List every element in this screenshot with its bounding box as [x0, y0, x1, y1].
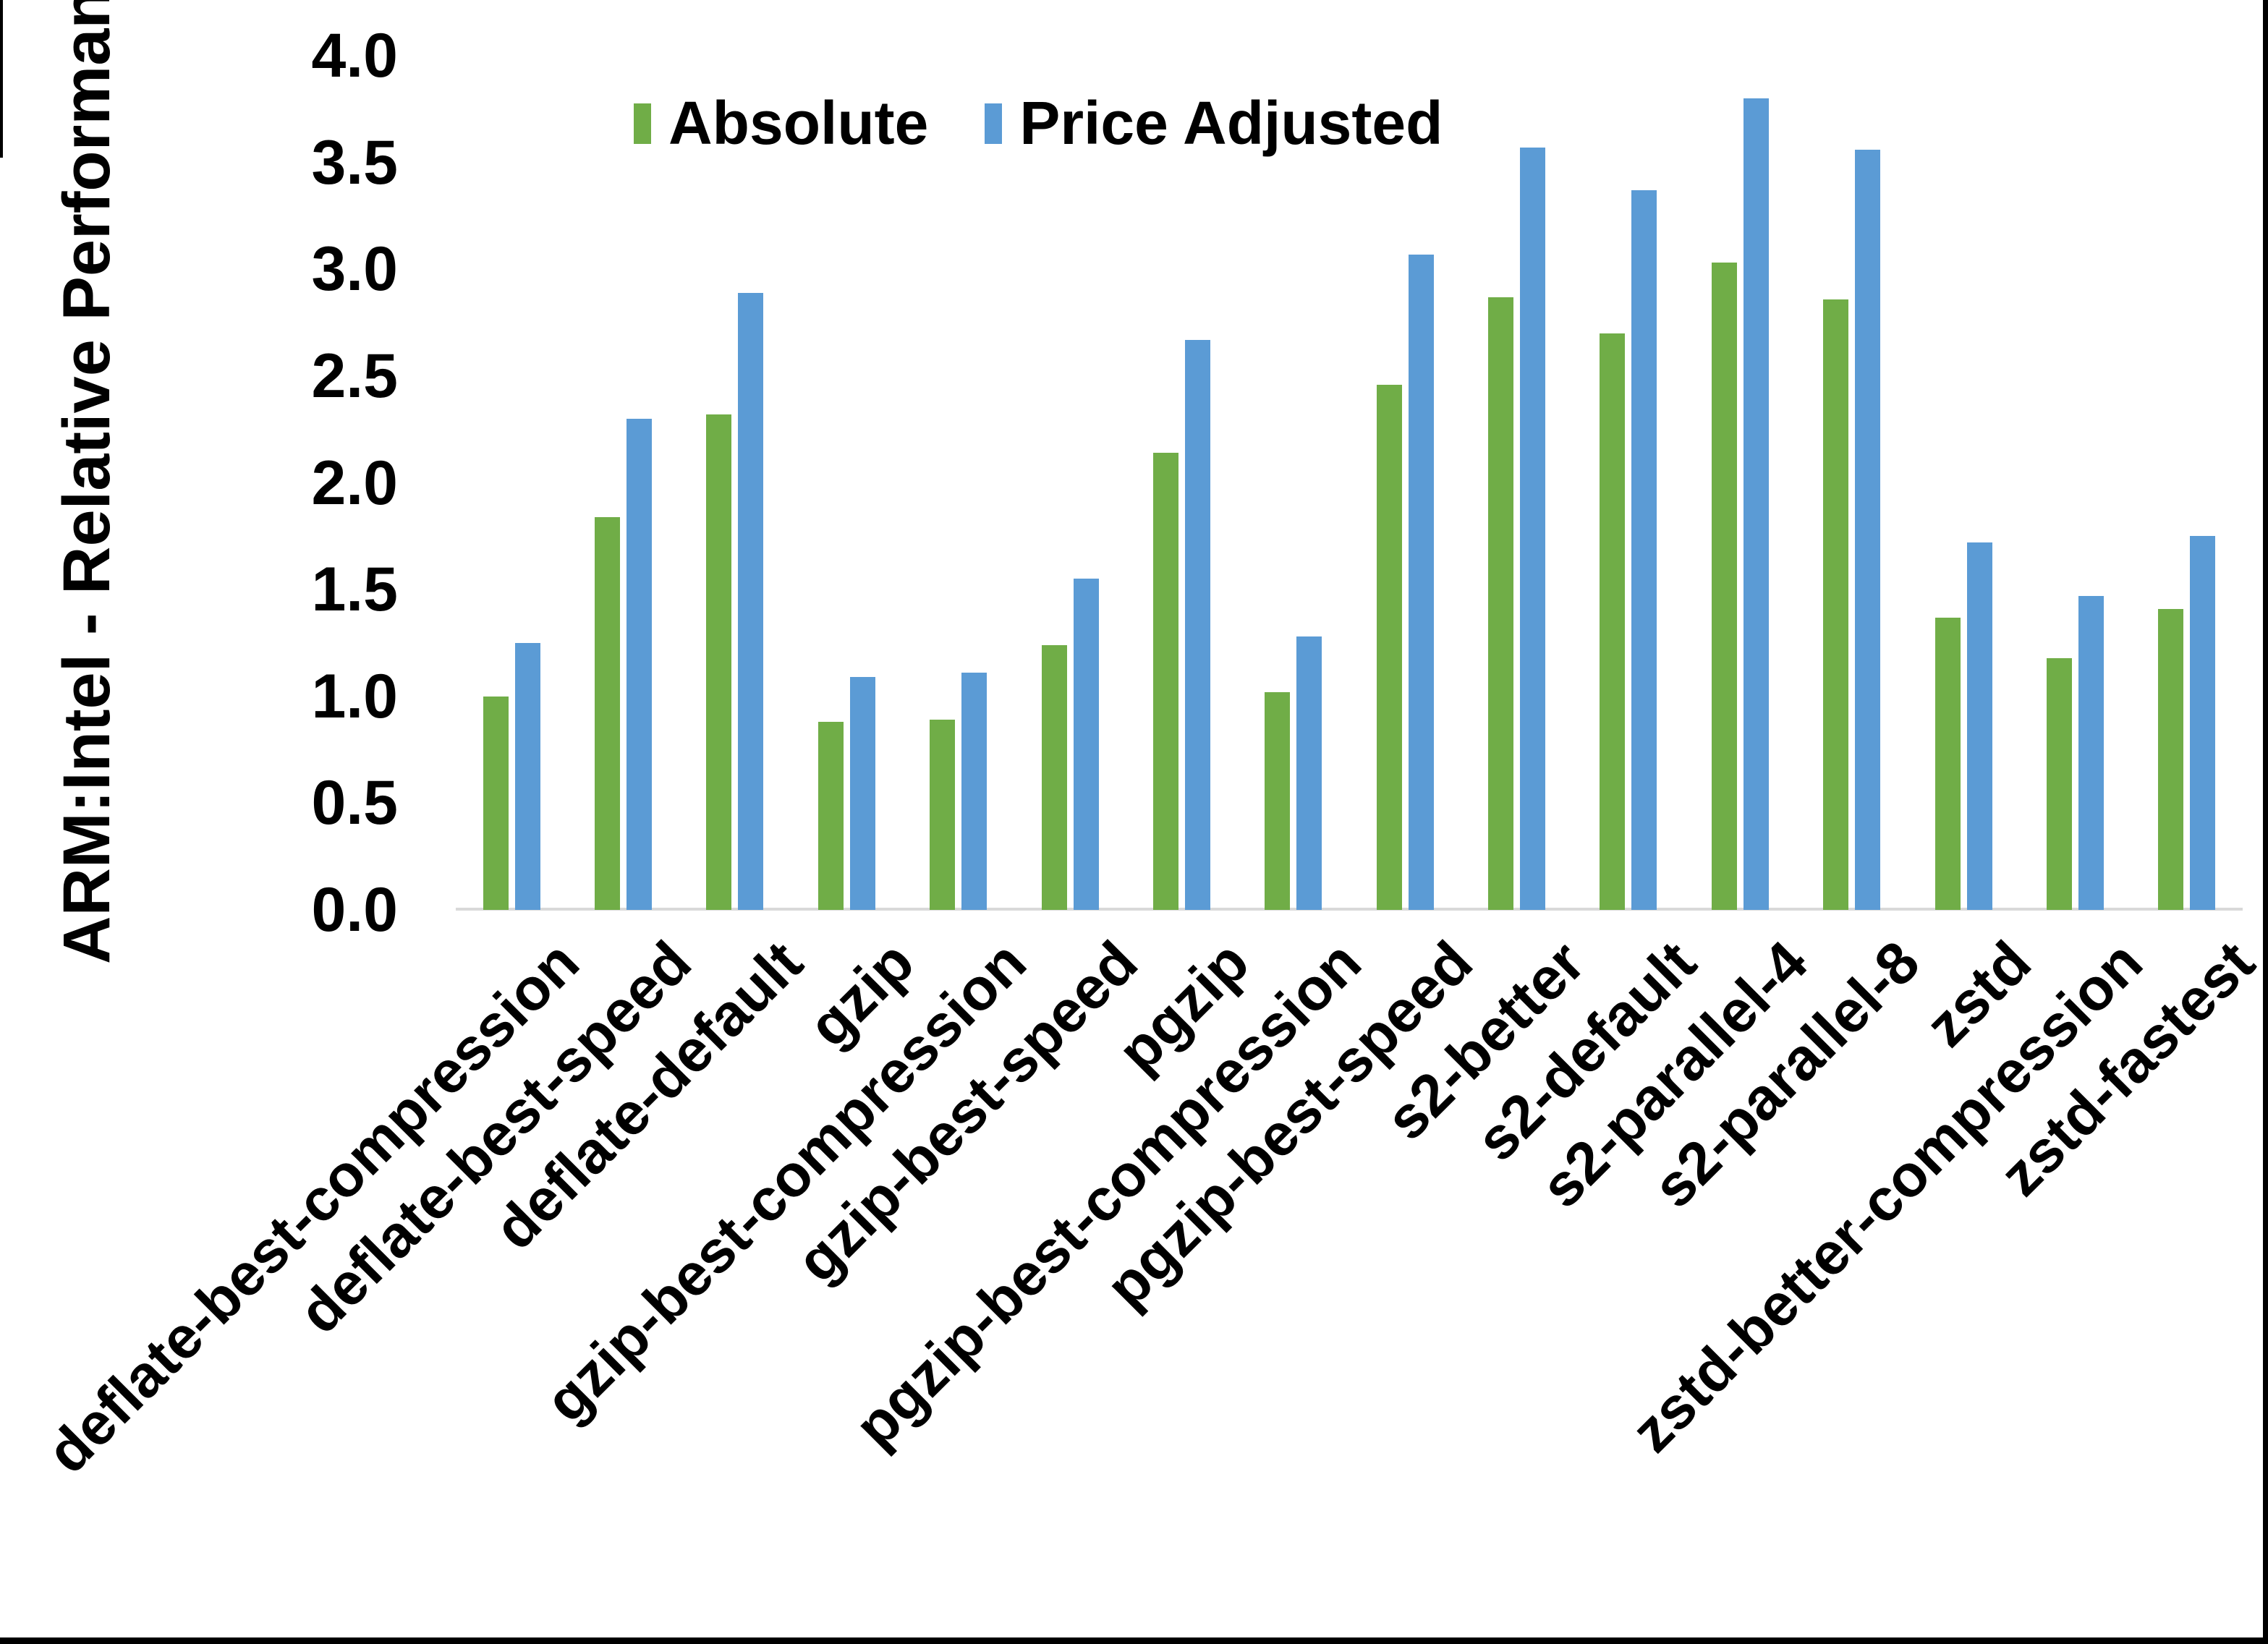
screenshot-left-border	[0, 0, 3, 158]
bar-absolute-deflate-best-compression	[483, 696, 509, 910]
bar-price-adjusted-gzip-best-speed	[1073, 579, 1099, 910]
bar-price-adjusted-pgzip	[1184, 339, 1210, 910]
y-tick-label: 3.5	[311, 127, 398, 197]
y-tick-label: 3.0	[311, 234, 398, 304]
bar-absolute-pgzip	[1152, 453, 1178, 910]
bar-price-adjusted-pgzip-best-compression	[1296, 636, 1322, 910]
x-axis-line	[456, 908, 2243, 911]
y-tick-label: 1.0	[311, 661, 398, 731]
bar-absolute-zstd-fastest	[2158, 608, 2184, 910]
bar-price-adjusted-s2-default	[1631, 190, 1657, 910]
bar-price-adjusted-deflate-best-speed	[627, 418, 653, 910]
bar-absolute-deflate-default	[706, 414, 732, 910]
bar-price-adjusted-s2-parallel-4	[1743, 98, 1769, 910]
bar-price-adjusted-deflate-default	[738, 292, 764, 910]
bar-price-adjusted-s2-better	[1520, 147, 1546, 910]
bar-absolute-gzip	[817, 722, 844, 910]
bar-price-adjusted-gzip-best-compression	[961, 673, 988, 910]
y-tick-label: 2.0	[311, 448, 398, 518]
legend-swatch-price-adjusted-icon	[985, 103, 1003, 144]
bar-price-adjusted-s2-parallel-8	[1855, 149, 1881, 910]
y-tick-label: 4.0	[311, 21, 398, 90]
bar-price-adjusted-zstd-better-compression	[2078, 595, 2104, 910]
screenshot-bottom-border	[0, 1637, 2268, 1644]
legend-label-absolute: Absolute	[668, 89, 929, 157]
bar-price-adjusted-gzip	[849, 677, 875, 910]
bar-absolute-zstd-better-compression	[2046, 657, 2072, 910]
screenshot-right-border	[2263, 0, 2268, 1644]
bar-price-adjusted-pgzip-best-speed	[1408, 254, 1434, 910]
bar-price-adjusted-zstd	[1966, 542, 1992, 910]
bar-absolute-pgzip-best-compression	[1265, 691, 1291, 910]
bar-absolute-pgzip-best-speed	[1376, 384, 1402, 910]
y-axis-title: ARM:Intel - Relative Performance	[50, 0, 124, 964]
legend-label-price-adjusted: Price Adjusted	[1019, 89, 1443, 157]
bar-absolute-s2-parallel-4	[1711, 263, 1737, 910]
bar-absolute-zstd	[1934, 617, 1961, 910]
y-tick-label: 1.5	[311, 555, 398, 625]
y-tick-label: 2.5	[311, 341, 398, 411]
chart-legend: Absolute Price Adjusted	[634, 88, 1443, 158]
bar-price-adjusted-zstd-fastest	[2190, 536, 2216, 910]
bar-absolute-deflate-best-speed	[595, 516, 621, 910]
legend-item-price-adjusted: Price Adjusted	[985, 88, 1443, 158]
y-tick-label: 0.0	[311, 875, 398, 945]
bar-absolute-s2-better	[1488, 297, 1514, 910]
legend-item-absolute: Absolute	[634, 88, 928, 158]
bar-absolute-gzip-best-speed	[1041, 644, 1067, 910]
bar-absolute-s2-default	[1600, 333, 1626, 910]
bar-price-adjusted-deflate-best-compression	[514, 642, 540, 910]
y-tick-label: 0.5	[311, 768, 398, 838]
bar-absolute-gzip-best-compression	[930, 720, 956, 910]
legend-swatch-absolute-icon	[634, 103, 651, 144]
bar-absolute-s2-parallel-8	[1823, 299, 1849, 910]
